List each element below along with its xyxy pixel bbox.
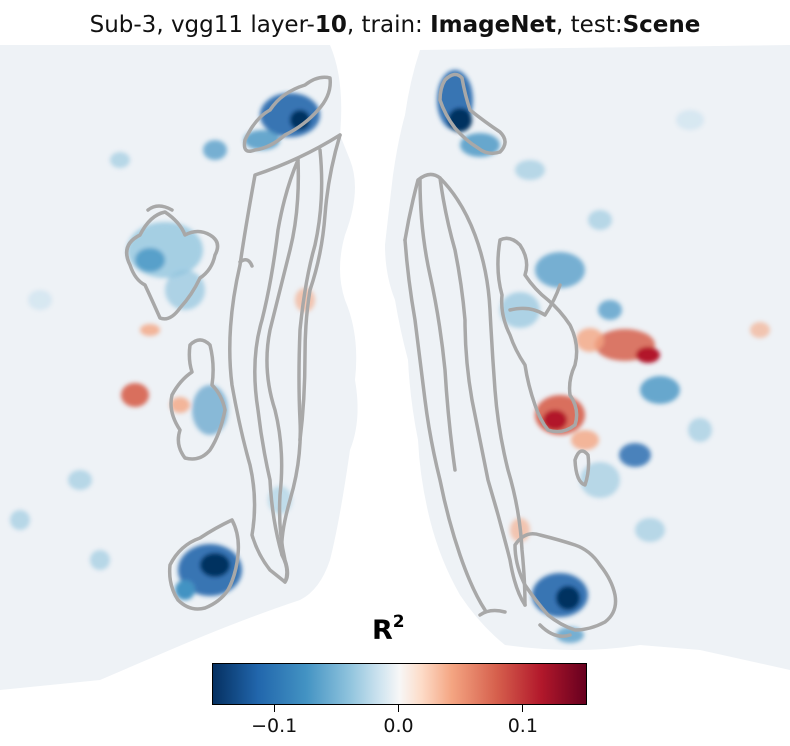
colorbar [212, 663, 587, 705]
title-train: ImageNet [430, 12, 557, 38]
colorbar-tick [398, 705, 399, 712]
figure-title: Sub-3, vgg11 layer-10, train: ImageNet, … [89, 12, 701, 38]
title-test: Scene [622, 12, 701, 38]
right-hemisphere [385, 45, 790, 670]
roi-outlines [124, 72, 618, 638]
cortical-flatmap [0, 45, 790, 690]
colorbar-tick [273, 705, 275, 712]
colorbar-tick-label: 0.0 [383, 715, 414, 737]
left-hemisphere [0, 45, 358, 690]
title-layer: 10 [314, 12, 347, 38]
colorbar-tick [522, 705, 524, 712]
colorbar-label: R2 [372, 612, 405, 646]
colorbar-tick-label: 0.1 [507, 715, 538, 737]
colorbar-tick-label: −0.1 [251, 715, 298, 737]
